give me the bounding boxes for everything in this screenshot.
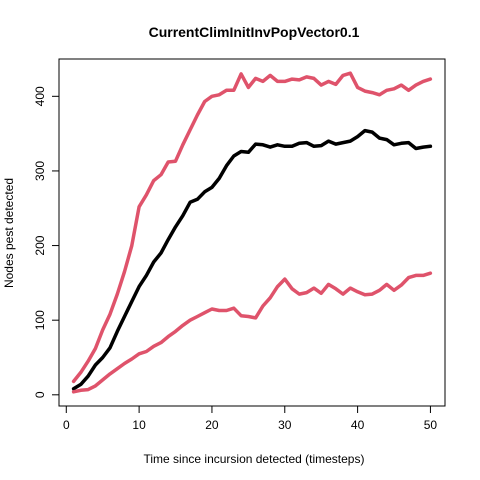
y-tick-label: 400 xyxy=(33,86,47,106)
y-tick-label: 100 xyxy=(33,310,47,330)
series-layer xyxy=(71,71,433,394)
series-line-1 xyxy=(71,71,433,384)
x-tick-label: 20 xyxy=(205,418,219,432)
series-line-3 xyxy=(71,271,433,394)
y-tick-label: 300 xyxy=(33,161,47,181)
x-tick-label: 30 xyxy=(278,418,292,432)
x-tick-label: 0 xyxy=(63,418,70,432)
x-tick-label: 50 xyxy=(424,418,438,432)
x-tick-label: 10 xyxy=(132,418,146,432)
y-axis-label: Nodes pest detected xyxy=(2,178,16,288)
series-line-2 xyxy=(71,128,433,391)
x-axis-label: Time since incursion detected (timesteps… xyxy=(144,452,365,466)
y-tick-label: 200 xyxy=(33,235,47,255)
y-tick-label: 0 xyxy=(33,391,47,398)
x-axis: 0 10 20 30 40 50 xyxy=(63,405,438,432)
chart-title: CurrentClimInitInvPopVector0.1 xyxy=(149,24,360,40)
y-axis: 0 100 200 300 400 xyxy=(33,86,60,398)
x-tick-label: 40 xyxy=(351,418,365,432)
